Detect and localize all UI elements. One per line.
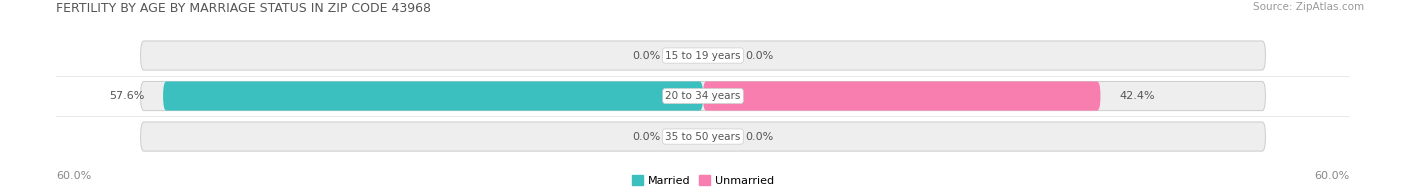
FancyBboxPatch shape: [703, 82, 1101, 111]
Text: 35 to 50 years: 35 to 50 years: [665, 132, 741, 142]
FancyBboxPatch shape: [141, 82, 1265, 111]
Text: 15 to 19 years: 15 to 19 years: [665, 51, 741, 61]
Text: 20 to 34 years: 20 to 34 years: [665, 91, 741, 101]
Text: 0.0%: 0.0%: [745, 51, 773, 61]
Text: 60.0%: 60.0%: [56, 171, 91, 181]
Text: 42.4%: 42.4%: [1119, 91, 1154, 101]
Text: 0.0%: 0.0%: [745, 132, 773, 142]
Text: 57.6%: 57.6%: [110, 91, 145, 101]
FancyBboxPatch shape: [141, 41, 1265, 70]
Text: Source: ZipAtlas.com: Source: ZipAtlas.com: [1253, 2, 1364, 12]
Legend: Married, Unmarried: Married, Unmarried: [627, 171, 779, 191]
Text: 0.0%: 0.0%: [633, 132, 661, 142]
FancyBboxPatch shape: [141, 122, 1265, 151]
Text: 60.0%: 60.0%: [1315, 171, 1350, 181]
FancyBboxPatch shape: [163, 82, 703, 111]
Text: 0.0%: 0.0%: [633, 51, 661, 61]
Text: FERTILITY BY AGE BY MARRIAGE STATUS IN ZIP CODE 43968: FERTILITY BY AGE BY MARRIAGE STATUS IN Z…: [56, 2, 432, 15]
